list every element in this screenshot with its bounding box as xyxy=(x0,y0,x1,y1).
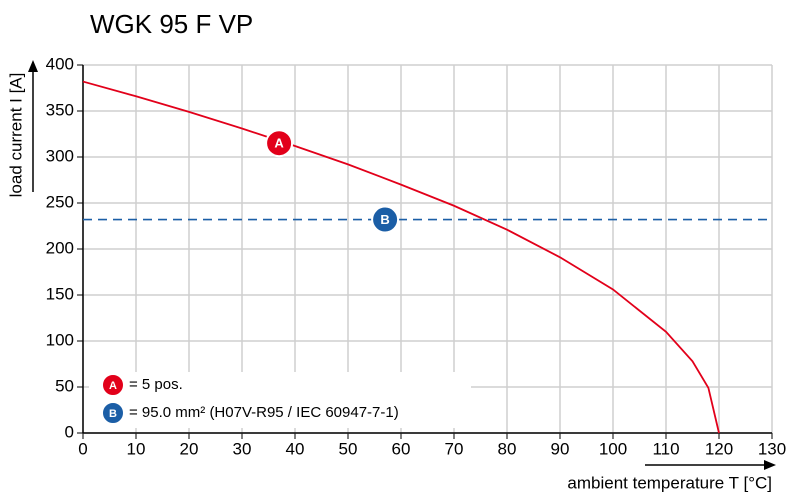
marker-letter: A xyxy=(109,380,117,392)
x-tick-label: 30 xyxy=(233,439,252,458)
x-tick-label: 100 xyxy=(599,439,627,458)
y-tick-label: 200 xyxy=(46,238,74,257)
y-tick-label: 350 xyxy=(46,100,74,119)
x-tick-label: 40 xyxy=(286,439,305,458)
y-tick-label: 100 xyxy=(46,330,74,349)
x-tick-label: 110 xyxy=(652,439,679,458)
y-tick-label: 400 xyxy=(46,54,74,73)
y-axis-arrowhead xyxy=(28,60,38,72)
x-axis-arrowhead xyxy=(764,460,776,470)
y-tick-label: 50 xyxy=(55,376,74,395)
marker-badge xyxy=(101,373,125,397)
y-axis-label: load current I [A] xyxy=(6,73,25,198)
x-tick-label: 130 xyxy=(758,439,786,458)
legend-box xyxy=(89,372,471,428)
marker-letter: B xyxy=(380,212,389,227)
y-tick-label: 150 xyxy=(46,284,74,303)
x-tick-label: 0 xyxy=(78,439,87,458)
y-tick-label: 250 xyxy=(46,192,74,211)
legend-text: = 95.0 mm² (H07V-R95 / IEC 60947-7-1) xyxy=(129,404,399,421)
marker-badge xyxy=(371,205,400,234)
y-tick-label: 300 xyxy=(46,146,74,165)
x-axis-label: ambient temperature T [°C] xyxy=(567,473,772,492)
x-tick-label: 120 xyxy=(705,439,733,458)
x-tick-label: 50 xyxy=(339,439,358,458)
x-tick-label: 80 xyxy=(498,439,517,458)
marker-letter: B xyxy=(109,408,117,420)
x-tick-label: 90 xyxy=(551,439,570,458)
x-tick-label: 60 xyxy=(392,439,411,458)
y-tick-label: 0 xyxy=(65,422,74,441)
marker-letter: A xyxy=(274,136,284,151)
x-tick-label: 70 xyxy=(445,439,464,458)
x-tick-label: 10 xyxy=(127,439,146,458)
marker-badge xyxy=(101,401,125,425)
x-tick-label: 20 xyxy=(180,439,199,458)
chart-title: WGK 95 F VP xyxy=(90,9,253,39)
legend-text: = 5 pos. xyxy=(129,376,183,393)
line xyxy=(82,80,720,434)
marker-badge xyxy=(265,129,294,158)
